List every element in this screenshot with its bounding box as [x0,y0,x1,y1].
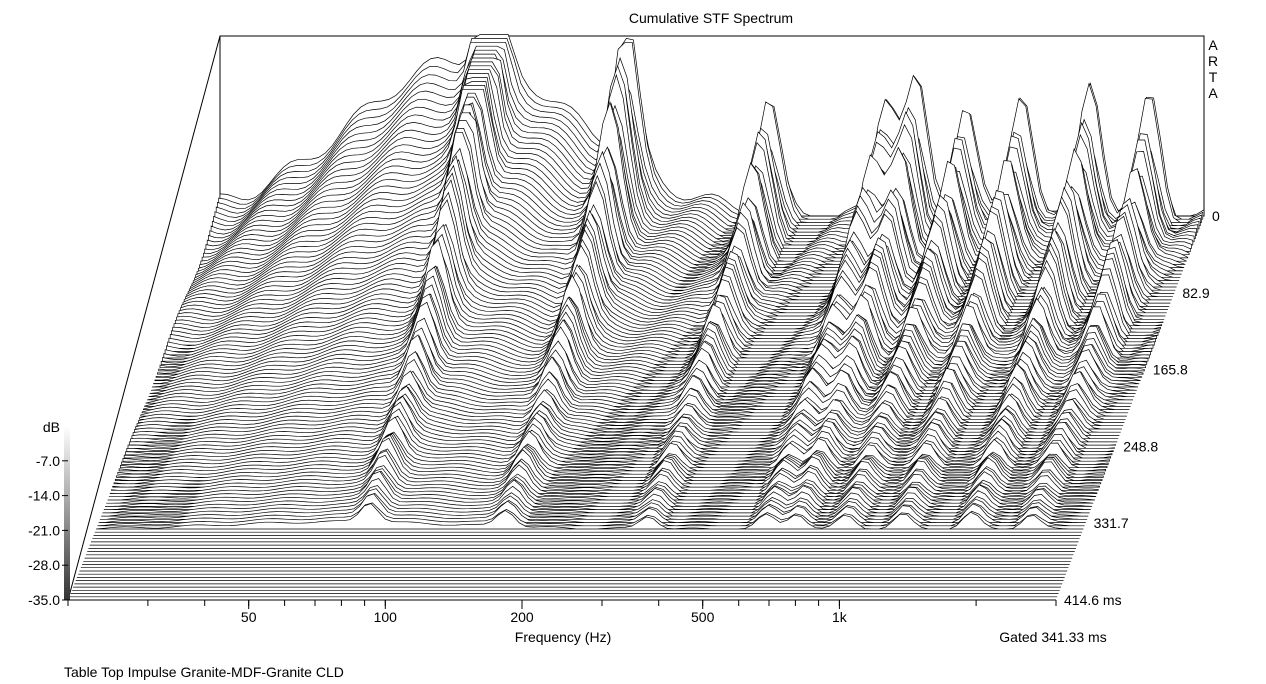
spectrum-slice [103,478,1091,510]
z-tick-label: -14.0 [28,488,60,504]
spectrum-slice [111,450,1099,491]
spectrum-slice [113,437,1102,485]
spectrum-slice [98,493,1086,523]
time-tick-label: 165.8 [1153,362,1188,378]
brand-letter: T [1209,69,1218,85]
x-axis-label: Frequency (Hz) [515,629,611,645]
z-axis-unit: dB [43,419,60,435]
x-tick-label: 200 [510,609,534,625]
spectrum-slice [120,416,1108,469]
time-tick-label: 331.7 [1094,515,1129,531]
z-tick-label: -28.0 [28,557,60,573]
spectrum-slice [105,470,1093,507]
time-axis-ticks: 0 82.9 165.8 248.8 331.7 414.6 ms [1064,208,1220,608]
spectrum-slice [125,401,1113,456]
z-tick-label: -35.0 [28,592,60,608]
spectrum-slice [127,395,1115,449]
left-depth-edge [67,35,221,601]
brand-letter: A [1208,37,1218,53]
x-axis-ticks: 50 100 200 500 1k [67,600,1057,625]
footer-caption: Table Top Impulse Granite-MDF-Granite CL… [64,664,344,680]
spectrum-slice [123,408,1112,459]
spectrum-slices [68,34,1205,601]
z-gradient-bar [64,426,70,600]
x-tick-label: 1k [832,609,848,625]
spectrum-slice [116,433,1104,478]
time-tick-label: 0 [1212,208,1220,224]
time-tick-label: 248.8 [1123,438,1158,454]
spectrum-slice [109,454,1098,494]
x-tick-label: 50 [241,609,257,625]
time-tick-label: 414.6 ms [1064,592,1122,608]
spectrum-slice [117,432,1105,475]
x-tick-label: 500 [691,609,715,625]
brand-mark: A R T A [1208,37,1218,101]
time-tick-label: 82.9 [1182,285,1209,301]
z-tick-label: -7.0 [36,453,60,469]
brand-letter: A [1208,85,1218,101]
brand-letter: R [1208,53,1218,69]
gate-label: Gated 341.33 ms [999,629,1106,645]
z-axis-ticks: -7.0 -14.0 -21.0 -28.0 -35.0 [28,453,68,608]
spectrum-slice [122,415,1110,462]
z-axis-gradient [64,426,70,600]
z-tick-label: -21.0 [28,522,60,538]
chart-title: Cumulative STF Spectrum [629,10,793,26]
spectrum-slice [96,503,1084,530]
spectrum-slice [101,488,1089,517]
x-tick-label: 100 [374,609,398,625]
